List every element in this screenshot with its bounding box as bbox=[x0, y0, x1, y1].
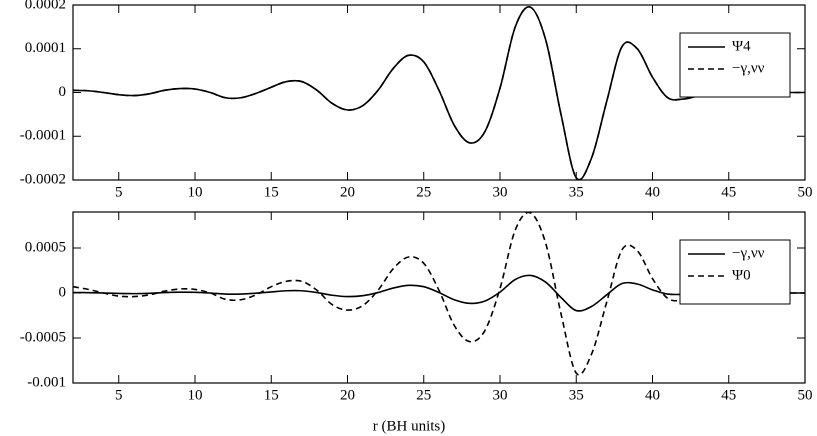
x-tick-label: 5 bbox=[115, 184, 123, 200]
x-tick-label: 30 bbox=[493, 387, 508, 403]
y-tick-label: -0.0001 bbox=[20, 128, 66, 144]
x-tick-label: 10 bbox=[188, 184, 203, 200]
x-tick-label: 40 bbox=[645, 184, 660, 200]
y-tick-label: 0.0002 bbox=[25, 0, 66, 12]
x-tick-label: 45 bbox=[721, 184, 736, 200]
y-tick-label: -0.0002 bbox=[20, 171, 66, 187]
legend-label: −γ,νν bbox=[732, 60, 765, 76]
plot-frame bbox=[72, 211, 806, 384]
x-tick-label: 35 bbox=[569, 184, 584, 200]
x-tick-label: 20 bbox=[340, 184, 355, 200]
data-line bbox=[73, 6, 805, 180]
x-tick-label: 20 bbox=[340, 387, 355, 403]
legend-box bbox=[679, 32, 791, 98]
x-tick-label: 45 bbox=[721, 387, 736, 403]
x-tick-label: 10 bbox=[188, 387, 203, 403]
x-tick-label: 50 bbox=[798, 184, 813, 200]
y-tick-label: 0 bbox=[59, 284, 67, 300]
x-tick-label: 50 bbox=[798, 387, 813, 403]
x-tick-label: 40 bbox=[645, 387, 660, 403]
y-tick-label: -0.001 bbox=[27, 374, 66, 390]
y-tick-label: -0.0005 bbox=[20, 329, 66, 345]
y-tick-label: 0 bbox=[59, 84, 67, 100]
legend-label: Ψ4 bbox=[732, 38, 751, 54]
x-tick-label: 25 bbox=[416, 387, 431, 403]
x-tick-label: 35 bbox=[569, 387, 584, 403]
legend-box bbox=[679, 239, 791, 305]
x-axis-label: r (BH units) bbox=[373, 418, 446, 434]
x-tick-label: 5 bbox=[115, 387, 123, 403]
x-tick-label: 30 bbox=[493, 184, 508, 200]
x-tick-label: 25 bbox=[416, 184, 431, 200]
y-tick-label: 0.0005 bbox=[25, 239, 66, 255]
legend-label: Ψ0 bbox=[732, 267, 751, 283]
x-tick-label: 15 bbox=[264, 387, 279, 403]
y-tick-label: 0.0001 bbox=[25, 40, 66, 56]
x-tick-label: 15 bbox=[264, 184, 279, 200]
legend-label: −γ,νν bbox=[732, 245, 765, 261]
